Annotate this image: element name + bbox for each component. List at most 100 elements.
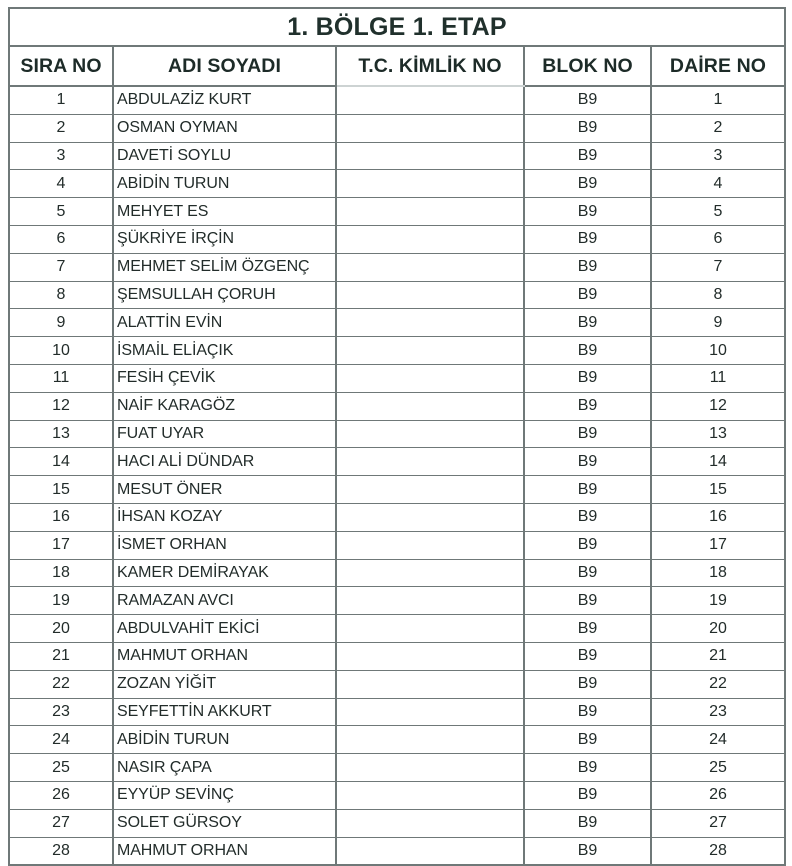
table-row: 5 MEHYET ES B9 5 <box>8 197 786 226</box>
allocation-table: 1. BÖLGE 1. ETAP SIRA NO ADI SOYADI T.C. K… <box>8 7 786 866</box>
table-row: 27 SOLET GÜRSOY B9 27 <box>8 808 786 838</box>
cell-blok: B9 <box>523 197 652 226</box>
row-rule-stub-right <box>483 726 523 727</box>
cell-tc <box>335 753 525 782</box>
cell-tc <box>335 113 525 143</box>
row-rule-stub-left <box>337 642 377 643</box>
row-rule-stub-right <box>483 337 523 338</box>
cell-daire: 4 <box>650 169 786 198</box>
cell-sira: 2 <box>8 113 114 143</box>
table-row: 10 İSMAİL ELİAÇIK B9 10 <box>8 336 786 365</box>
cell-blok: B9 <box>523 614 652 643</box>
cell-daire: 12 <box>650 391 786 421</box>
cell-tc <box>335 614 525 643</box>
table-row: 8 ŞEMSULLAH ÇORUH B9 8 <box>8 280 786 309</box>
row-rule-stub-right <box>483 781 523 782</box>
cell-ad: EYYÜP SEVİNÇ <box>112 780 337 810</box>
table-row: 26 EYYÜP SEVİNÇ B9 26 <box>8 780 786 810</box>
row-rule-stub-right <box>483 392 523 393</box>
cell-sira: 13 <box>8 419 114 448</box>
cell-tc <box>335 586 525 615</box>
row-rule-stub-left <box>337 420 377 421</box>
cell-daire: 22 <box>650 669 786 699</box>
cell-daire: 20 <box>650 614 786 643</box>
cell-sira: 4 <box>8 169 114 198</box>
table-container: 1. BÖLGE 1. ETAP SIRA NO ADI SOYADI T.C. K… <box>8 7 786 866</box>
cell-ad: MEHYET ES <box>112 197 337 226</box>
cell-sira: 9 <box>8 308 114 337</box>
cell-ad: FESİH ÇEVİK <box>112 363 337 393</box>
cell-sira: 5 <box>8 197 114 226</box>
row-rule-stub-right <box>483 281 523 282</box>
cell-sira: 21 <box>8 641 114 671</box>
page-title: 1. BÖLGE 1. ETAP <box>8 7 786 47</box>
cell-ad: MAHMUT ORHAN <box>112 641 337 671</box>
row-rule-stub-left <box>337 337 377 338</box>
cell-ad: DAVETİ SOYLU <box>112 141 337 170</box>
cell-sira: 23 <box>8 697 114 726</box>
row-rule-stub-left <box>337 114 377 115</box>
table-row: 12 NAİF KARAGÖZ B9 12 <box>8 391 786 421</box>
cell-daire: 7 <box>650 252 786 282</box>
cell-sira: 16 <box>8 502 114 532</box>
row-rule-stub-right <box>483 837 523 838</box>
cell-blok: B9 <box>523 169 652 198</box>
table-row: 6 ŞÜKRİYE İRÇİN B9 6 <box>8 224 786 254</box>
cell-sira: 1 <box>8 85 114 115</box>
row-rule-stub-left <box>337 531 377 532</box>
cell-ad: SEYFETTİN AKKURT <box>112 697 337 726</box>
table-row: 3 DAVETİ SOYLU B9 3 <box>8 141 786 170</box>
cell-tc <box>335 475 525 504</box>
row-rule-stub-right <box>483 754 523 755</box>
row-rule-stub-left <box>337 309 377 310</box>
table-row: 24 ABİDİN TURUN B9 24 <box>8 725 786 754</box>
cell-ad: MAHMUT ORHAN <box>112 836 337 866</box>
cell-blok: B9 <box>523 113 652 143</box>
cell-sira: 27 <box>8 808 114 838</box>
cell-blok: B9 <box>523 780 652 810</box>
row-rule-stub-right <box>483 253 523 254</box>
row-rule-stub-left <box>337 364 377 365</box>
cell-tc <box>335 419 525 448</box>
cell-ad: ABDULVAHİT EKİCİ <box>112 614 337 643</box>
row-rule-stub-right <box>483 198 523 199</box>
cell-blok: B9 <box>523 447 652 476</box>
cell-ad: OSMAN OYMAN <box>112 113 337 143</box>
cell-blok: B9 <box>523 697 652 726</box>
table-head: 1. BÖLGE 1. ETAP SIRA NO ADI SOYADI T.C. K… <box>8 7 786 87</box>
cell-ad: ŞEMSULLAH ÇORUH <box>112 280 337 309</box>
row-rule-stub-left <box>337 615 377 616</box>
row-rule-stub-right <box>483 476 523 477</box>
row-rule-stub-left <box>337 142 377 143</box>
cell-sira: 17 <box>8 530 114 560</box>
row-rule-stub-right <box>483 448 523 449</box>
row-rule-stub-right <box>483 503 523 504</box>
cell-blok: B9 <box>523 669 652 699</box>
cell-sira: 25 <box>8 753 114 782</box>
row-rule-stub-left <box>337 198 377 199</box>
cell-tc <box>335 502 525 532</box>
row-rule-stub-right <box>483 114 523 115</box>
cell-blok: B9 <box>523 586 652 615</box>
cell-sira: 24 <box>8 725 114 754</box>
cell-blok: B9 <box>523 224 652 254</box>
row-rule-stub-left <box>337 170 377 171</box>
cell-ad: SOLET GÜRSOY <box>112 808 337 838</box>
cell-daire: 1 <box>650 85 786 115</box>
row-rule-stub-left <box>337 698 377 699</box>
cell-daire: 23 <box>650 697 786 726</box>
cell-blok: B9 <box>523 336 652 365</box>
cell-ad: ABİDİN TURUN <box>112 169 337 198</box>
cell-blok: B9 <box>523 530 652 560</box>
table-row: 2 OSMAN OYMAN B9 2 <box>8 113 786 143</box>
cell-blok: B9 <box>523 836 652 866</box>
row-rule-stub-left <box>337 476 377 477</box>
cell-ad: ZOZAN YİĞİT <box>112 669 337 699</box>
cell-sira: 22 <box>8 669 114 699</box>
table-row: 16 İHSAN KOZAY B9 16 <box>8 502 786 532</box>
cell-sira: 10 <box>8 336 114 365</box>
cell-daire: 21 <box>650 641 786 671</box>
cell-daire: 14 <box>650 447 786 476</box>
row-rule-stub-right <box>483 531 523 532</box>
cell-tc <box>335 558 525 587</box>
